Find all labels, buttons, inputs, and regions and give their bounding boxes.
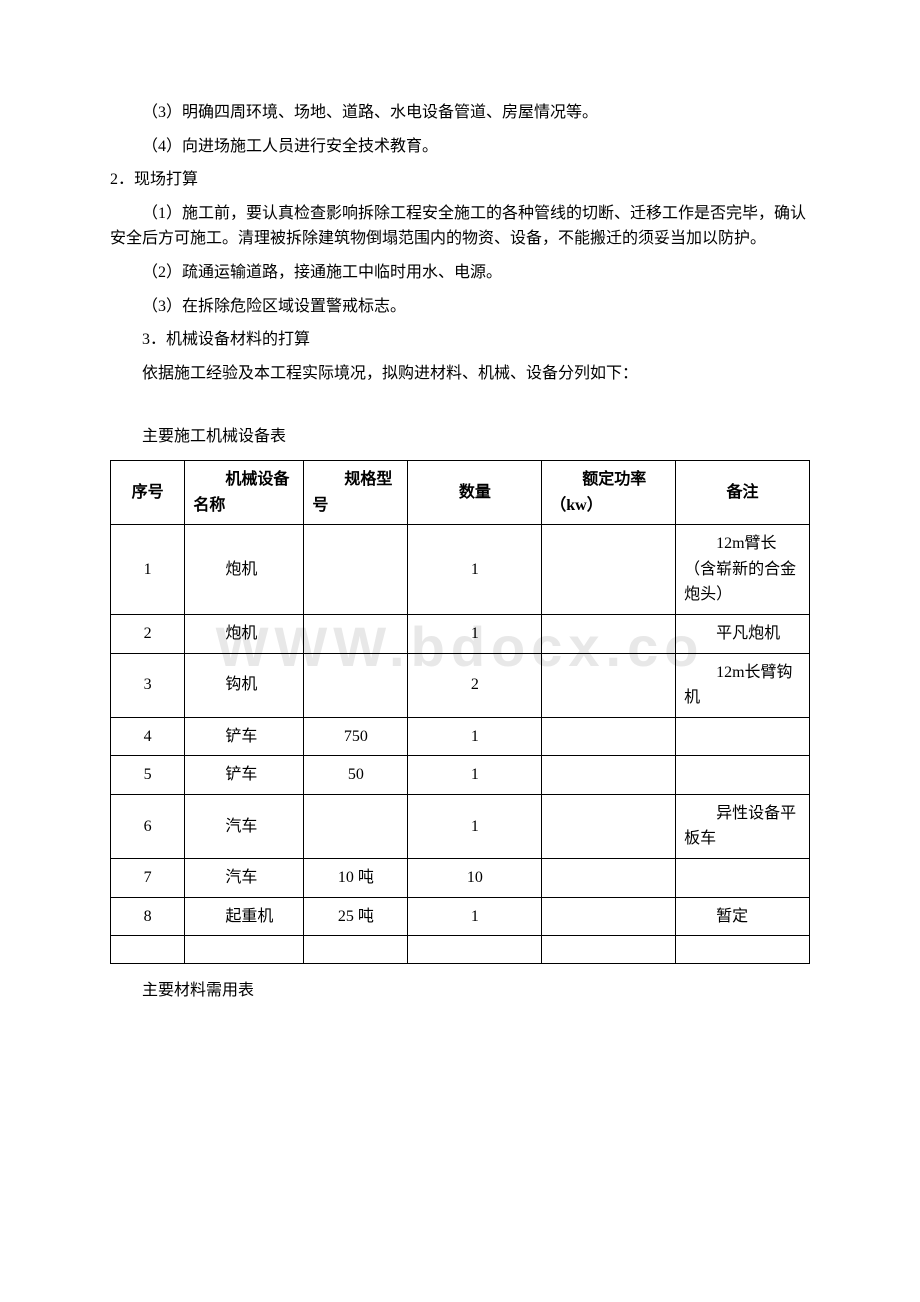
cell-seq: 3 bbox=[111, 653, 185, 717]
table-row: 1 炮机 1 12m臂长（含崭新的合金炮头） bbox=[111, 525, 810, 615]
cell-note: 平凡炮机 bbox=[676, 614, 810, 653]
cell-qty: 1 bbox=[408, 897, 542, 936]
cell-spec bbox=[304, 525, 408, 615]
table-row: 4 铲车 750 1 bbox=[111, 717, 810, 756]
document-content: （3）明确四周环境、场地、道路、水电设备管道、房屋情况等。 （4）向进场施工人员… bbox=[110, 100, 810, 1004]
cell-spec: 25 吨 bbox=[304, 897, 408, 936]
paragraph: （3）在拆除危险区域设置警戒标志。 bbox=[110, 294, 810, 320]
cell-spec bbox=[304, 614, 408, 653]
cell-power bbox=[542, 756, 676, 795]
cell-name: 铲车 bbox=[185, 756, 304, 795]
table-row: 6 汽车 1 异性设备平板车 bbox=[111, 794, 810, 858]
cell-name: 起重机 bbox=[185, 897, 304, 936]
paragraph: （4）向进场施工人员进行安全技术教育。 bbox=[110, 134, 810, 160]
table-row-empty bbox=[111, 936, 810, 964]
cell-power bbox=[542, 614, 676, 653]
cell-note: 12m臂长（含崭新的合金炮头） bbox=[676, 525, 810, 615]
cell-seq: 6 bbox=[111, 794, 185, 858]
cell-seq: 4 bbox=[111, 717, 185, 756]
cell-name: 钩机 bbox=[185, 653, 304, 717]
cell-empty bbox=[676, 936, 810, 964]
table-row: 3 钩机 2 12m长臂钩机 bbox=[111, 653, 810, 717]
table-row: 5 铲车 50 1 bbox=[111, 756, 810, 795]
cell-name: 汽车 bbox=[185, 859, 304, 898]
paragraph: 依据施工经验及本工程实际境况，拟购进材料、机械、设备分列如下： bbox=[110, 361, 810, 387]
cell-empty bbox=[185, 936, 304, 964]
cell-note: 异性设备平板车 bbox=[676, 794, 810, 858]
cell-name: 炮机 bbox=[185, 614, 304, 653]
cell-spec: 50 bbox=[304, 756, 408, 795]
cell-name: 铲车 bbox=[185, 717, 304, 756]
cell-seq: 7 bbox=[111, 859, 185, 898]
cell-qty: 1 bbox=[408, 525, 542, 615]
cell-name: 炮机 bbox=[185, 525, 304, 615]
cell-empty bbox=[542, 936, 676, 964]
cell-seq: 5 bbox=[111, 756, 185, 795]
paragraph: （3）明确四周环境、场地、道路、水电设备管道、房屋情况等。 bbox=[110, 100, 810, 126]
cell-note bbox=[676, 756, 810, 795]
cell-note: 12m长臂钩机 bbox=[676, 653, 810, 717]
cell-qty: 1 bbox=[408, 756, 542, 795]
cell-qty: 10 bbox=[408, 859, 542, 898]
cell-seq: 1 bbox=[111, 525, 185, 615]
cell-power bbox=[542, 653, 676, 717]
cell-power bbox=[542, 794, 676, 858]
table2-title: 主要材料需用表 bbox=[110, 978, 810, 1004]
header-power: 额定功率（kw） bbox=[542, 460, 676, 524]
cell-empty bbox=[408, 936, 542, 964]
cell-note: 暂定 bbox=[676, 897, 810, 936]
cell-qty: 1 bbox=[408, 794, 542, 858]
header-name: 机械设备名称 bbox=[185, 460, 304, 524]
table-row: 2 炮机 1 平凡炮机 bbox=[111, 614, 810, 653]
table-row: 7 汽车 10 吨 10 bbox=[111, 859, 810, 898]
cell-qty: 2 bbox=[408, 653, 542, 717]
cell-empty bbox=[304, 936, 408, 964]
header-spec: 规格型号 bbox=[304, 460, 408, 524]
header-seq: 序号 bbox=[111, 460, 185, 524]
cell-seq: 2 bbox=[111, 614, 185, 653]
cell-qty: 1 bbox=[408, 717, 542, 756]
header-qty: 数量 bbox=[408, 460, 542, 524]
cell-note bbox=[676, 717, 810, 756]
paragraph: 3．机械设备材料的打算 bbox=[110, 327, 810, 353]
cell-empty bbox=[111, 936, 185, 964]
header-note: 备注 bbox=[676, 460, 810, 524]
cell-power bbox=[542, 897, 676, 936]
paragraph: （2）疏通运输道路，接通施工中临时用水、电源。 bbox=[110, 260, 810, 286]
cell-power bbox=[542, 525, 676, 615]
table-title: 主要施工机械设备表 bbox=[110, 424, 810, 450]
cell-spec: 750 bbox=[304, 717, 408, 756]
cell-name: 汽车 bbox=[185, 794, 304, 858]
cell-spec: 10 吨 bbox=[304, 859, 408, 898]
table-row: 8 起重机 25 吨 1 暂定 bbox=[111, 897, 810, 936]
table-header-row: 序号 机械设备名称 规格型号 数量 额定功率（kw） 备注 bbox=[111, 460, 810, 524]
paragraph: （1）施工前，要认真检查影响拆除工程安全施工的各种管线的切断、迁移工作是否完毕，… bbox=[110, 201, 810, 252]
paragraph: 2．现场打算 bbox=[110, 167, 810, 193]
equipment-table: 序号 机械设备名称 规格型号 数量 额定功率（kw） 备注 1 炮机 1 12m… bbox=[110, 460, 810, 964]
cell-power bbox=[542, 859, 676, 898]
cell-note bbox=[676, 859, 810, 898]
cell-qty: 1 bbox=[408, 614, 542, 653]
cell-power bbox=[542, 717, 676, 756]
cell-spec bbox=[304, 653, 408, 717]
cell-seq: 8 bbox=[111, 897, 185, 936]
cell-spec bbox=[304, 794, 408, 858]
